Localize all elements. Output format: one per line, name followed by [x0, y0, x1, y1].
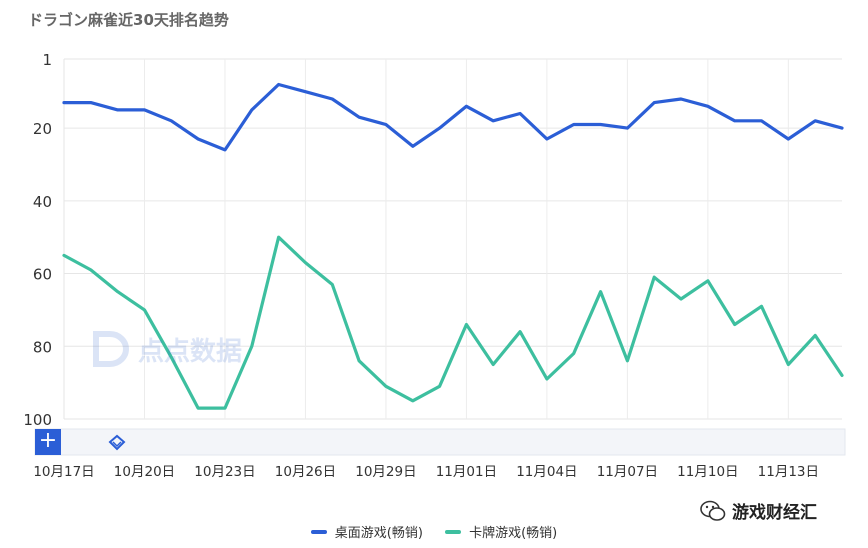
- x-tick-label: 10月29日: [355, 464, 416, 480]
- x-tick-label: 11月04日: [516, 464, 577, 480]
- x-tick-label: 11月07日: [597, 464, 658, 480]
- y-tick-label: 20: [33, 120, 52, 138]
- watermark: 点点数据: [92, 330, 242, 368]
- dd-logo-icon: [93, 331, 129, 367]
- legend-label: 桌面游戏(畅销): [334, 526, 423, 541]
- x-axis: 10月17日 10月20日 10月23日 10月26日 10月29日 11月01日 11月0…: [33, 464, 819, 480]
- x-tick-label: 10月26日: [275, 464, 336, 480]
- y-tick-label: 80: [33, 338, 52, 356]
- x-tick-label: 11月10日: [677, 464, 738, 480]
- slider-handle-icon[interactable]: [108, 434, 126, 451]
- legend-label: 卡牌游戏(畅销): [469, 526, 558, 541]
- legend-swatch: [310, 529, 327, 534]
- brand-text: 游戏财经汇: [732, 503, 817, 523]
- watermark-text: 点点数据: [138, 336, 243, 367]
- y-axis: 1 20 40 60 80 100: [23, 51, 52, 429]
- x-tick-label: 10月17日: [33, 464, 94, 480]
- y-tick-label: 100: [23, 411, 52, 429]
- x-tick-label: 10月23日: [194, 464, 255, 480]
- y-tick-label: 40: [33, 193, 52, 211]
- series-line-1: [62, 235, 844, 410]
- zoom-plus-button[interactable]: +: [35, 429, 61, 455]
- grid: [63, 58, 842, 420]
- brand-mark: 游戏财经汇: [700, 498, 817, 523]
- wechat-icon: [700, 500, 726, 521]
- zoom-slider[interactable]: [34, 428, 846, 456]
- x-tick-label: 11月13日: [758, 464, 819, 480]
- x-tick-label: 10月20日: [114, 464, 175, 480]
- y-tick-label: 1: [42, 51, 52, 69]
- legend-item-card[interactable]: 卡牌游戏(畅销): [445, 522, 557, 541]
- y-tick-label: 60: [33, 266, 52, 284]
- legend-swatch: [445, 529, 462, 534]
- series-line-0: [62, 82, 844, 152]
- chart-title: ドラゴン麻雀近30天排名趋势: [28, 11, 229, 29]
- legend: 桌面游戏(畅销) 卡牌游戏(畅销): [0, 522, 868, 541]
- series-lines: [62, 82, 844, 410]
- legend-item-tabletop[interactable]: 桌面游戏(畅销): [310, 522, 423, 541]
- x-tick-label: 11月01日: [436, 464, 497, 480]
